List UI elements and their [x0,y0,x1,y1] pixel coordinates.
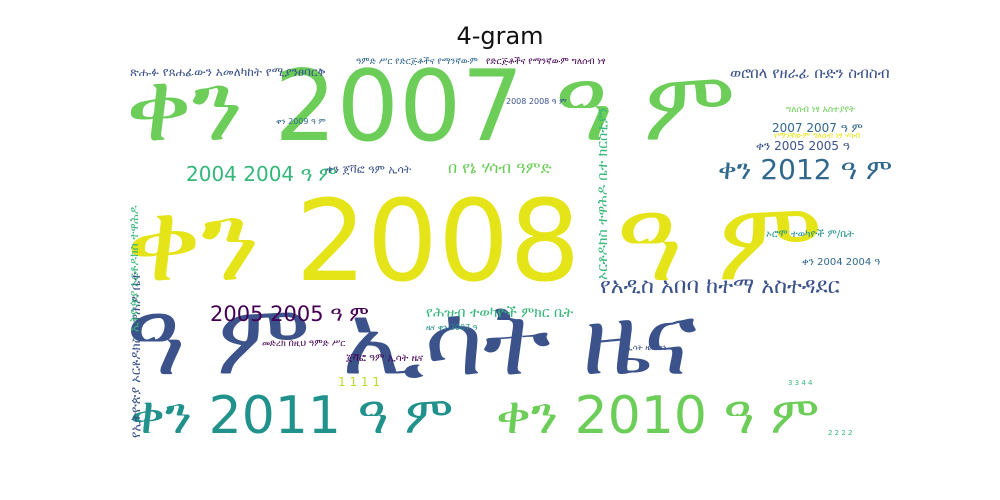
cloud-word: ዓ ም ኢሳት ዜና [126,281,697,398]
cloud-word: ጽሑፉ የጸሐፊውን አመለካከት የሚያንፀባርቅ [130,65,326,79]
cloud-word: ዜና ቀን 2007 ዓ [426,323,478,332]
cloud-word: መድረክ በዚህ ዓምድ ሥር [262,339,346,349]
cloud-word: ጀቫፎ ዓም ኢሳት ዜና [346,353,424,364]
cloud-word: ቀን 2012 ዓ ም [718,153,893,186]
cloud-word: ዓምድ ሥር የድርጅቶችና የማንኛውም [356,57,478,67]
cloud-word: ቀን 2004 2004 ዓ [802,257,881,268]
cloud-word: ቀን 2008 ዓ ም [126,177,823,307]
cloud-word: ኦርቶዶክስ ተዋሕዶ ቤተ ክርስቲያን [595,107,611,280]
cloud-word: 3 3 4 4 [788,379,813,387]
cloud-word: ግለሰብ ነፃ አስተያየት [786,105,856,115]
cloud-word: 2 2 2 2 [828,429,853,437]
cloud-word: 2005 2005 ዓ ም [210,302,369,326]
cloud-word: ቀን 2010 ዓ ም [496,386,820,444]
cloud-word: ቀን 2011 ዓ ም [130,386,454,444]
cloud-word: የማንኛውም ግለሰብ ነፃ ሃሳብ [774,131,860,140]
cloud-word: የአዲስ አበባ ከተማ አስተዳደር [600,274,840,299]
cloud-word: 1 1 1 1 [338,375,380,389]
cloud-word: የድርጅቶችና የማንኛውም ግለሰብ ነፃ [486,57,606,67]
cloud-word: 2007 2007 ዓ ም [772,121,863,135]
word-cloud: ቀን 2007 ዓ ም ቀን 2008 ዓ ም ዓ ም ኢሳት ዜና ቀን 20… [126,54,896,444]
cloud-word: 2008 2008 ዓ ም [506,97,567,106]
cloud-word: ቀን 2009 ዓ ም [276,117,326,126]
cloud-word: ቀን ጀቫፎ ዓም ኢሳት [326,163,412,176]
cloud-word: ኢሳት ዜና ቀን [626,343,667,352]
cloud-word: ቀን 2005 2005 ዓ [756,139,850,153]
cloud-word: 2004 2004 ዓ ም [186,162,338,186]
cloud-word: ኢትዮጵያ ኦርቶዶክስ ተዋሕዶ [127,205,141,332]
cloud-title: 4-gram [456,22,544,50]
cloud-word: የሕዝብ ተወካዮች ምክር ቤት [426,305,574,321]
cloud-word: ኦሮሞ ተወካዮች ም/ቤት [766,229,854,240]
cloud-word: ወሮበላ የዘራፊ ቡድን ስብስብ [730,64,890,82]
cloud-word: በ የኔ ሃሳብ ዓምድ [448,158,552,177]
cloud-word: ቀን 2007 ዓ ም [126,54,736,164]
